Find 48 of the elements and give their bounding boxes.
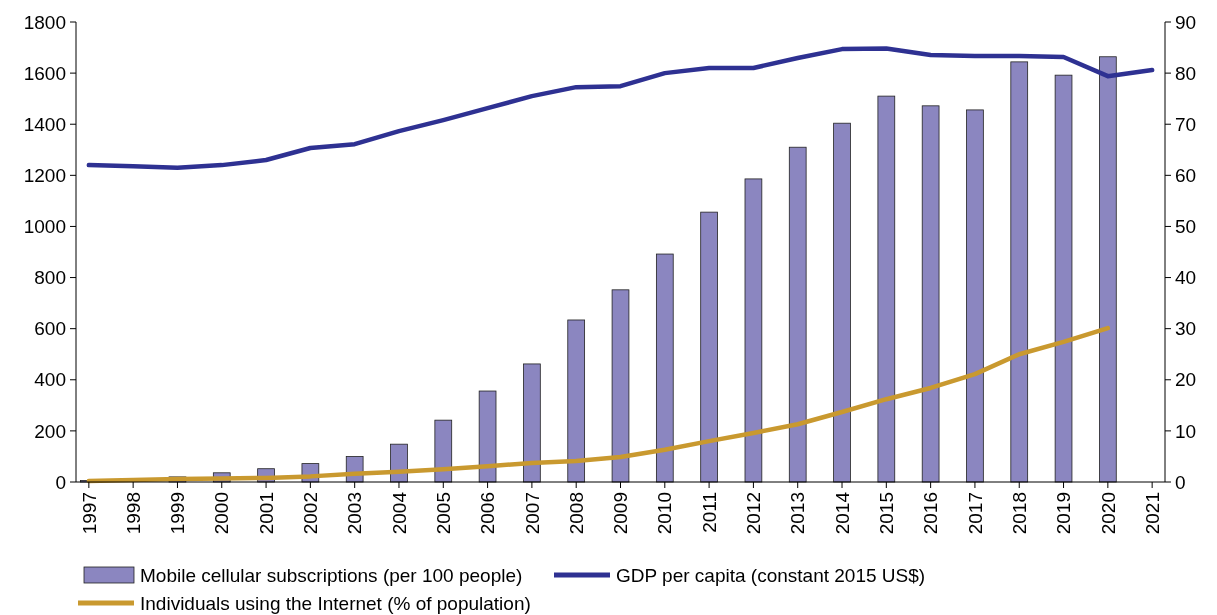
x-tick-label: 2013 bbox=[787, 492, 809, 535]
y2-tick-label: 80 bbox=[1175, 62, 1197, 84]
x-tick-label: 2011 bbox=[698, 492, 720, 533]
legend-label: Mobile cellular subscriptions (per 100 people) bbox=[140, 564, 523, 586]
legend-label: Individuals using the Internet (% of population) bbox=[140, 592, 531, 614]
y-tick-label: 0 bbox=[55, 471, 66, 493]
x-tick-label: 2003 bbox=[344, 492, 366, 535]
x-tick-label: 2014 bbox=[831, 491, 853, 535]
x-tick-label: 2015 bbox=[875, 492, 897, 535]
y2-tick-label: 40 bbox=[1175, 267, 1197, 289]
y2-tick-label: 90 bbox=[1175, 11, 1197, 33]
x-tick-label: 1997 bbox=[78, 492, 100, 535]
x-tick-label: 2016 bbox=[920, 492, 942, 535]
y-tick-label: 1600 bbox=[23, 62, 66, 84]
y2-tick-label: 20 bbox=[1175, 369, 1197, 391]
y-tick-label: 800 bbox=[34, 267, 66, 289]
x-tick-label: 2007 bbox=[521, 492, 543, 535]
y2-tick-label: 60 bbox=[1175, 164, 1197, 186]
y-tick-label: 400 bbox=[34, 369, 66, 391]
x-tick-label: 2008 bbox=[565, 492, 587, 535]
y-tick-label: 200 bbox=[34, 420, 66, 442]
x-tick-label: 2000 bbox=[211, 492, 233, 535]
x-tick-label: 2019 bbox=[1053, 492, 1075, 535]
y2-tick-label: 70 bbox=[1175, 113, 1197, 135]
y-tick-label: 1000 bbox=[23, 216, 66, 238]
x-tick-label: 2017 bbox=[964, 492, 986, 535]
x-tick-label: 2020 bbox=[1097, 492, 1119, 535]
x-tick-label: 2006 bbox=[477, 492, 499, 535]
x-tick-label: 2005 bbox=[432, 492, 454, 535]
x-tick-label: 2002 bbox=[300, 492, 322, 535]
y-tick-label: 600 bbox=[34, 318, 66, 340]
x-tick-label: 2010 bbox=[654, 492, 676, 535]
x-tick-label: 2021 bbox=[1141, 492, 1163, 535]
x-tick-label: 2001 bbox=[255, 492, 277, 535]
y2-tick-label: 30 bbox=[1175, 318, 1197, 340]
legend-label: GDP per capita (constant 2015 US$) bbox=[616, 564, 926, 586]
x-tick-label: 2004 bbox=[388, 491, 410, 535]
y-tick-label: 1200 bbox=[23, 164, 66, 186]
y2-tick-label: 50 bbox=[1175, 216, 1197, 238]
y2-tick-label: 0 bbox=[1175, 471, 1186, 493]
y-tick-label: 1800 bbox=[23, 11, 66, 33]
x-tick-label: 1998 bbox=[122, 492, 144, 535]
y-tick-label: 1400 bbox=[23, 113, 66, 135]
x-tick-label: 1999 bbox=[167, 492, 189, 535]
x-tick-label: 2018 bbox=[1008, 492, 1030, 535]
x-tick-label: 2012 bbox=[743, 492, 765, 535]
x-tick-label: 2009 bbox=[610, 492, 632, 535]
y2-tick-label: 10 bbox=[1175, 420, 1197, 442]
